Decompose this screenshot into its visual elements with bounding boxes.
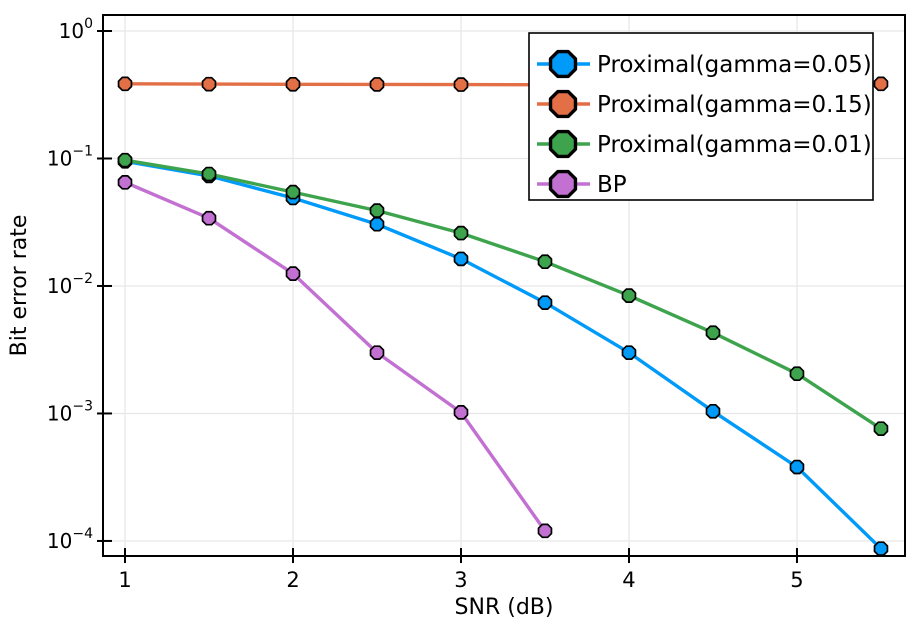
data-point-marker-series-2 <box>873 421 889 436</box>
x-tick-label: 2 <box>286 568 299 592</box>
data-point-marker-series-0 <box>453 251 469 267</box>
data-point-marker-series-3 <box>201 210 217 226</box>
data-point-marker-series-1 <box>453 77 469 92</box>
data-point-marker-series-1 <box>117 76 133 92</box>
legend-box <box>528 32 874 201</box>
legend-entry-1: Proximal(gamma=0.15) <box>537 89 872 119</box>
data-point-marker-series-2 <box>117 152 133 168</box>
legend-marker-icon <box>548 49 578 79</box>
data-point-marker-series-0 <box>705 403 721 419</box>
data-point-marker-series-2 <box>201 166 217 182</box>
x-tick-label: 4 <box>622 568 635 592</box>
y-tick-label: 100 <box>59 16 93 43</box>
y-tick-label: 10−2 <box>47 271 93 298</box>
data-point-marker-series-2 <box>369 203 385 218</box>
x-axis-label: SNR (dB) <box>455 595 554 620</box>
data-point-marker-series-1 <box>285 76 301 92</box>
data-point-marker-series-3 <box>537 523 553 539</box>
data-point-marker-series-1 <box>873 76 889 92</box>
legend-label: BP <box>597 172 627 198</box>
data-point-marker-series-2 <box>705 325 721 341</box>
y-tick-label: 10−3 <box>47 398 93 425</box>
legend-label: Proximal(gamma=0.01) <box>597 132 872 158</box>
y-tick-label: 10−1 <box>47 143 93 170</box>
legend-marker-icon <box>548 129 578 159</box>
data-point-marker-series-1 <box>201 76 217 92</box>
data-point-marker-series-1 <box>369 77 385 92</box>
series-line-3 <box>123 180 547 533</box>
legend-entry-2: Proximal(gamma=0.01) <box>537 129 872 159</box>
data-point-marker-series-0 <box>873 541 889 556</box>
x-tick-label: 3 <box>454 568 467 592</box>
legend-label: Proximal(gamma=0.15) <box>597 92 872 118</box>
x-tick-label: 5 <box>790 568 803 592</box>
legend-entry-0: Proximal(gamma=0.05) <box>537 49 872 79</box>
data-point-marker-series-3 <box>117 175 133 190</box>
legend-label: Proximal(gamma=0.05) <box>597 52 872 78</box>
data-point-marker-series-0 <box>621 345 637 360</box>
data-point-marker-series-0 <box>369 216 385 232</box>
legend-entry-3: BP <box>537 169 627 199</box>
data-point-marker-series-2 <box>789 366 805 382</box>
data-point-marker-series-2 <box>537 254 553 270</box>
data-point-marker-series-0 <box>789 459 805 475</box>
data-point-marker-series-2 <box>621 288 637 303</box>
x-tick-label: 1 <box>118 568 131 592</box>
data-point-marker-series-3 <box>453 405 469 420</box>
data-point-marker-series-3 <box>285 266 301 281</box>
series-line-0 <box>123 159 883 551</box>
data-point-marker-series-3 <box>369 345 385 360</box>
y-axis-label: Bit error rate <box>7 215 32 357</box>
legend: Proximal(gamma=0.05) Proximal(gamma=0.15)… <box>528 32 874 201</box>
y-tick-label: 10−4 <box>47 526 93 553</box>
series-line-2 <box>123 158 883 431</box>
legend-marker-icon <box>548 89 578 119</box>
legend-marker-icon <box>548 169 578 199</box>
data-point-marker-series-2 <box>285 184 301 200</box>
data-point-marker-series-0 <box>537 295 553 310</box>
data-point-marker-series-2 <box>453 225 469 241</box>
